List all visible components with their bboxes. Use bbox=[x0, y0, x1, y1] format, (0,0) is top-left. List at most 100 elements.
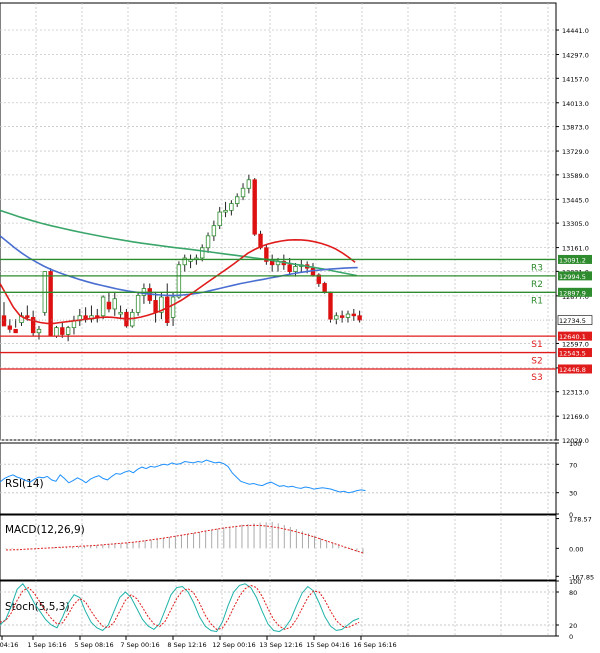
candlestick[interactable] bbox=[345, 310, 351, 323]
candlestick[interactable] bbox=[36, 325, 42, 340]
candle-body bbox=[357, 315, 362, 321]
candle-body bbox=[200, 247, 205, 259]
candle-body bbox=[252, 179, 257, 235]
rsi-pane-frame bbox=[0, 442, 557, 515]
candlestick[interactable] bbox=[165, 283, 170, 326]
candlestick[interactable] bbox=[170, 291, 176, 326]
candlestick[interactable] bbox=[65, 325, 71, 342]
candle-body bbox=[287, 264, 292, 272]
candlestick[interactable] bbox=[223, 201, 228, 218]
indicator-title: MACD(12,26,9) bbox=[5, 524, 85, 536]
candlestick[interactable] bbox=[25, 305, 30, 321]
time-axis: 04:16 1 Sep 16:16 5 Sep 08:16 7 Sep 00:16 8 … bbox=[0, 636, 397, 649]
moving-average-green bbox=[0, 209, 358, 277]
level-price-badge bbox=[558, 254, 592, 264]
candlestick[interactable] bbox=[252, 178, 257, 236]
candlestick[interactable] bbox=[106, 291, 112, 313]
price-tick-label: 14297.0 bbox=[562, 52, 589, 60]
candlestick[interactable] bbox=[135, 291, 141, 316]
candle-body bbox=[106, 301, 112, 310]
candlestick[interactable] bbox=[176, 261, 182, 299]
candlestick[interactable] bbox=[48, 268, 53, 337]
price-tick-label: 14013.0 bbox=[562, 100, 589, 108]
candle-body bbox=[345, 313, 351, 318]
candlestick[interactable] bbox=[287, 257, 292, 275]
candle-body bbox=[322, 283, 327, 293]
candle-body bbox=[234, 196, 240, 204]
price-tick-label: 13445.0 bbox=[562, 196, 589, 204]
price-tick-label: 12313.0 bbox=[562, 389, 589, 397]
candle-body bbox=[1, 315, 7, 327]
price-tick-label: 13729.0 bbox=[562, 148, 589, 156]
price-tick-label: 14441.0 bbox=[562, 27, 589, 35]
candle-body bbox=[205, 235, 211, 249]
candlestick[interactable] bbox=[339, 310, 345, 323]
main-plot-frame bbox=[0, 2, 557, 441]
candlestick[interactable] bbox=[205, 232, 211, 253]
candlestick[interactable] bbox=[246, 174, 252, 194]
time-tick-label: 16 Sep 16:16 bbox=[353, 641, 396, 649]
candle-body bbox=[153, 300, 158, 313]
candlestick[interactable] bbox=[240, 183, 246, 201]
candlestick[interactable] bbox=[264, 244, 269, 265]
rsi-pane[interactable]: 100 70 30 0 RSI(14) bbox=[0, 440, 581, 519]
candle-body bbox=[100, 296, 106, 317]
candle-body bbox=[13, 328, 18, 334]
indicator-title: RSI(14) bbox=[5, 478, 44, 490]
indicator-tick-label: 80 bbox=[569, 589, 577, 597]
candlestick[interactable] bbox=[357, 310, 362, 323]
candlestick[interactable] bbox=[1, 302, 7, 327]
candlestick[interactable] bbox=[211, 220, 217, 241]
candlestick[interactable] bbox=[293, 263, 298, 277]
candlestick[interactable] bbox=[100, 295, 106, 320]
candle-body bbox=[7, 325, 13, 330]
main-price-pane[interactable]: 14441.0 14297.0 14157.0 14013.0 13873.0 13729… bbox=[0, 2, 593, 445]
candlestick[interactable] bbox=[217, 206, 222, 230]
indicator-tick-label: 30 bbox=[569, 490, 577, 498]
moving-average-red bbox=[0, 238, 356, 325]
candlestick[interactable] bbox=[269, 254, 275, 272]
candle-body bbox=[339, 315, 345, 318]
price-tick-label: 13873.0 bbox=[562, 124, 589, 132]
candlestick[interactable] bbox=[200, 244, 205, 262]
candle-body bbox=[159, 296, 164, 313]
stoch-pane-frame bbox=[0, 580, 557, 637]
candlestick[interactable] bbox=[42, 271, 48, 316]
candlestick[interactable] bbox=[30, 310, 36, 337]
candle-body bbox=[30, 317, 36, 334]
level-price-label: 12897.9 bbox=[559, 289, 586, 297]
level-name-s3: S3 bbox=[531, 373, 542, 383]
candle-body bbox=[48, 271, 53, 337]
price-tick-label: 13161.0 bbox=[562, 245, 589, 253]
candle-body bbox=[246, 179, 252, 189]
candlestick[interactable] bbox=[229, 200, 234, 216]
candlestick[interactable] bbox=[234, 193, 240, 207]
candlestick[interactable] bbox=[112, 291, 117, 316]
candlestick[interactable] bbox=[182, 254, 187, 272]
candlestick[interactable] bbox=[351, 308, 356, 321]
time-tick-label: 5 Sep 08:16 bbox=[74, 641, 113, 649]
candlestick[interactable] bbox=[7, 319, 13, 333]
candlestick[interactable] bbox=[334, 312, 339, 325]
macd-pane[interactable]: 178.57 0.00 -167.85 MACD(12,26,9) bbox=[0, 514, 594, 581]
candle-body bbox=[60, 327, 65, 335]
price-tick-label: 12597.0 bbox=[562, 340, 589, 348]
level-price-label: 12994.5 bbox=[559, 273, 586, 281]
candle-body bbox=[264, 247, 269, 262]
candle-body bbox=[71, 320, 77, 329]
candle-body bbox=[54, 327, 59, 337]
time-tick-label: 12 Sep 00:16 bbox=[212, 641, 255, 649]
candlestick[interactable] bbox=[328, 291, 333, 323]
time-tick-label: 13 Sep 12:16 bbox=[259, 641, 302, 649]
price-tick-label: 14157.0 bbox=[562, 75, 589, 83]
candlestick[interactable] bbox=[13, 319, 18, 334]
candlestick[interactable] bbox=[60, 322, 65, 338]
time-tick-label: 04:16 bbox=[0, 641, 18, 649]
candlestick[interactable] bbox=[159, 291, 164, 320]
candlestick[interactable] bbox=[118, 305, 123, 320]
candle-body bbox=[176, 264, 182, 298]
candle-body bbox=[258, 233, 263, 249]
candle-body bbox=[328, 291, 333, 320]
